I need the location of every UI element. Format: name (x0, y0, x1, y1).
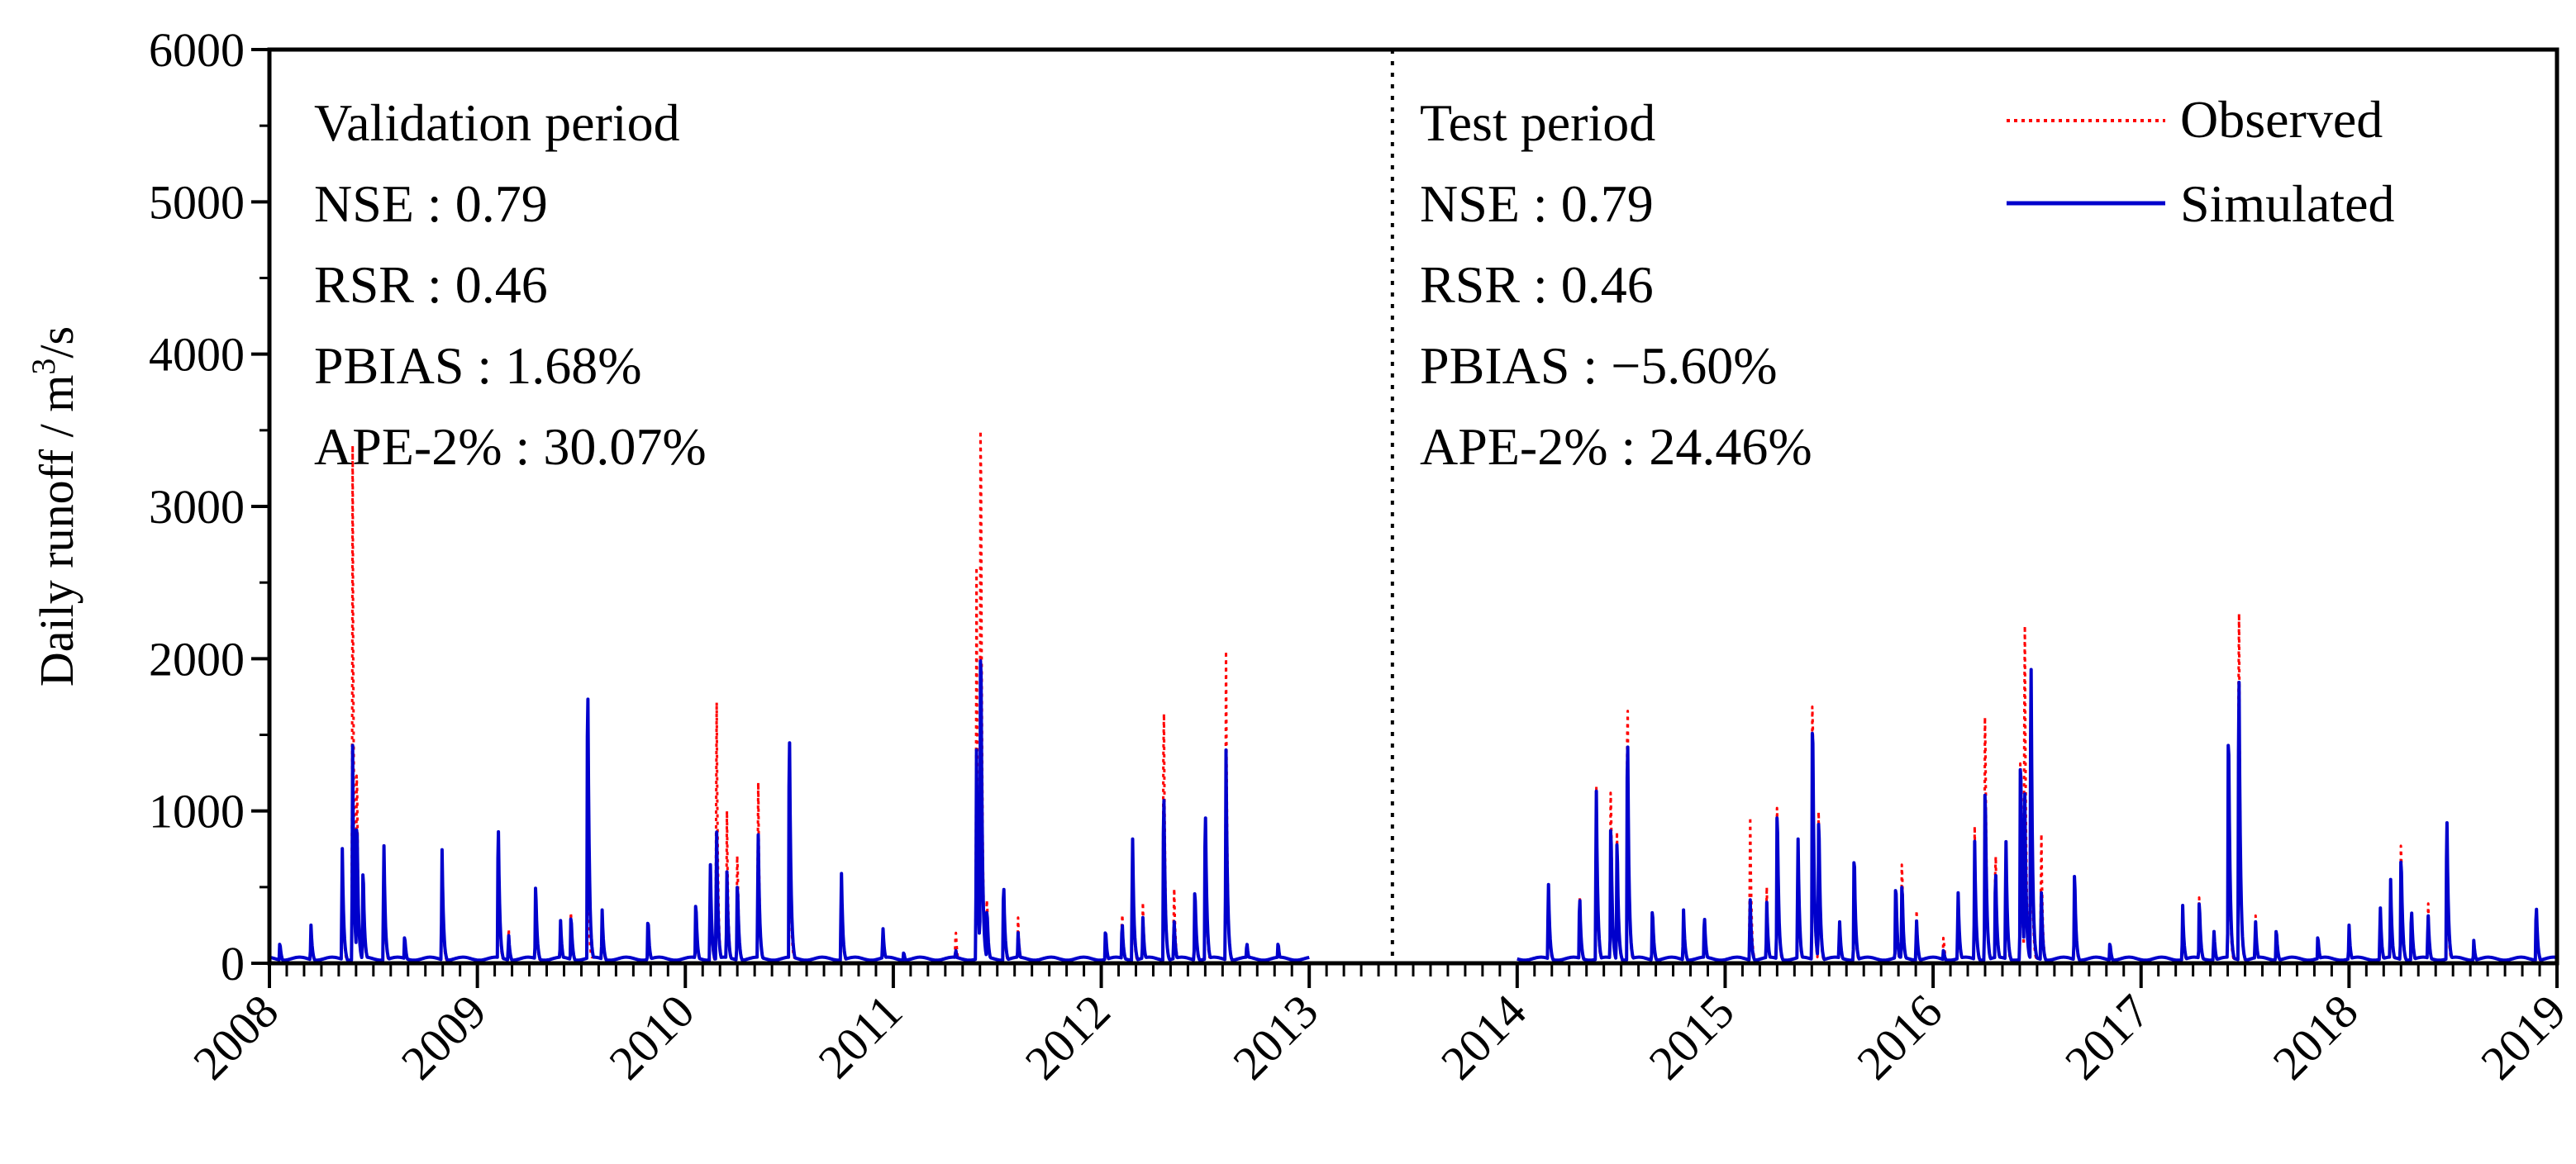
x-tick-label: 2009 (391, 984, 497, 1090)
x-tick-label: 2015 (1639, 984, 1745, 1090)
y-tick-label: 1000 (149, 785, 245, 839)
y-tick-label: 4000 (149, 328, 245, 382)
x-tick-label: 2012 (1015, 984, 1121, 1090)
validation-annotation: Validation period NSE : 0.79 RSR : 0.46 … (314, 93, 707, 476)
observed-series-line (269, 430, 2558, 962)
y-tick-label: 2000 (149, 632, 245, 686)
test-nse: NSE : 0.79 (1420, 174, 1654, 233)
test-ape: APE-2% : 24.46% (1420, 417, 1812, 476)
validation-rsr: RSR : 0.46 (314, 255, 548, 314)
x-tick-label: 2019 (2470, 984, 2576, 1090)
x-tick-label: 2008 (183, 984, 288, 1090)
legend-simulated-label: Simulated (2180, 174, 2395, 233)
validation-ape: APE-2% : 30.07% (314, 417, 707, 476)
x-tick-label: 2013 (1222, 984, 1328, 1090)
validation-pbias: PBIAS : 1.68% (314, 336, 642, 395)
validation-nse: NSE : 0.79 (314, 174, 548, 233)
y-tick-label: 6000 (149, 23, 245, 77)
series-layer (268, 430, 2559, 962)
y-axis-label: Daily runoff / m3/s (25, 326, 83, 687)
x-tick-label: 2017 (2055, 984, 2160, 1090)
x-tick-label: 2018 (2263, 984, 2369, 1090)
test-annotation: Test period NSE : 0.79 RSR : 0.46 PBIAS … (1420, 93, 1812, 476)
test-title: Test period (1420, 93, 1655, 152)
y-tick-label: 0 (221, 937, 245, 991)
x-tick-label: 2016 (1846, 984, 1952, 1090)
x-tick-label: 2010 (598, 984, 704, 1090)
legend: Observed Simulated (2007, 90, 2395, 233)
x-tick-label: 2014 (1431, 984, 1536, 1090)
y-tick-label: 3000 (149, 480, 245, 534)
legend-observed-label: Observed (2180, 90, 2383, 149)
validation-title: Validation period (314, 93, 680, 152)
test-pbias: PBIAS : −5.60% (1420, 336, 1778, 395)
x-tick-label: 2011 (808, 984, 912, 1088)
simulated-series-line (268, 658, 2559, 962)
y-tick-label: 5000 (149, 175, 245, 229)
test-rsr: RSR : 0.46 (1420, 255, 1654, 314)
